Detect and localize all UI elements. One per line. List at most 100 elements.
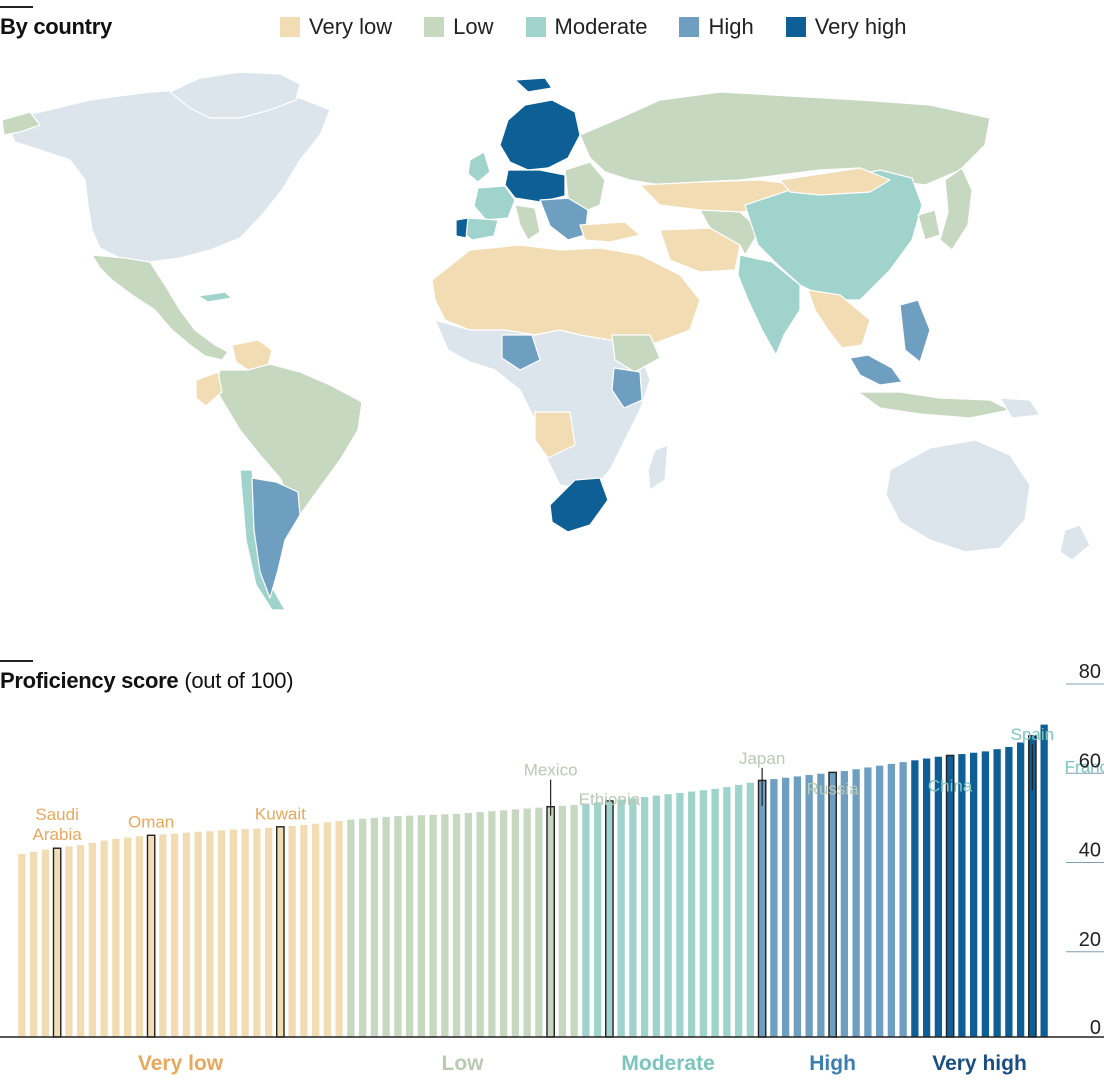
legend-label-very-low: Very low (309, 14, 393, 39)
y-tick-label: 60 (1079, 750, 1101, 772)
map-region-ethiopia (611, 334, 661, 373)
bar (969, 752, 978, 1037)
legend-item-very-low: Very low (280, 14, 392, 40)
bar-series (18, 724, 1048, 1038)
bar (323, 822, 332, 1037)
chart-title-main: Proficiency score (0, 668, 178, 693)
legend-label-low: Low (453, 14, 494, 39)
bar (253, 828, 261, 1037)
bar (746, 782, 755, 1037)
map-region-colombia (195, 371, 223, 407)
legend-item-high: High (679, 14, 754, 40)
bar (146, 834, 156, 1038)
bar (887, 763, 896, 1037)
bar (664, 794, 672, 1037)
bar (934, 756, 943, 1037)
bar (899, 762, 907, 1037)
map-region-nordics (499, 99, 581, 171)
map-region-pakistan-afghanistan (699, 209, 761, 256)
bar (441, 814, 449, 1037)
bar (311, 823, 320, 1037)
legend-swatch-very-low (280, 17, 300, 37)
bar (864, 767, 872, 1037)
annotation-label: Ethiopia (579, 790, 641, 809)
section-rule-top (0, 6, 33, 8)
annotation-label: Saudi (35, 805, 78, 824)
bar (229, 829, 238, 1037)
bar (535, 807, 543, 1037)
map-region-papua (999, 397, 1041, 419)
map-region-new-zealand (1059, 524, 1091, 561)
annotation-label: Spain (1011, 725, 1054, 744)
map-region-north-america (4, 87, 331, 263)
legend-item-moderate: Moderate (525, 14, 648, 40)
annotation-label: Mexico (524, 761, 578, 780)
bar (358, 818, 367, 1037)
bar (29, 851, 38, 1037)
y-tick-labels: 0 20 40 60 80 (1079, 661, 1101, 1039)
map-region-caribbean (197, 291, 233, 303)
map-region-russia (579, 91, 991, 186)
bar (840, 771, 849, 1037)
bar (993, 749, 1001, 1037)
y-tick-label: 20 (1079, 929, 1101, 951)
map-region-kenya (611, 367, 643, 409)
bar (41, 849, 50, 1037)
annotation-label: Russia (807, 779, 860, 798)
map-region-eastern-europe (564, 161, 606, 211)
map-region-uk (467, 151, 491, 183)
y-tick-label: 0 (1090, 1017, 1101, 1039)
legend-item-low: Low (424, 14, 494, 40)
map-region-southeast-asia (807, 289, 871, 349)
bar (757, 779, 767, 1038)
y-tick-label: 80 (1079, 661, 1101, 683)
bar (629, 798, 637, 1037)
y-tick-label: 40 (1079, 840, 1101, 862)
bar (159, 834, 167, 1037)
bar (488, 811, 496, 1037)
bar (582, 803, 590, 1037)
bar (52, 847, 62, 1038)
bar (687, 791, 696, 1037)
bar (911, 760, 919, 1037)
bar (76, 845, 85, 1037)
band-label: Low (442, 1052, 485, 1075)
bar (347, 819, 355, 1037)
bar (922, 758, 931, 1037)
bar (170, 833, 179, 1037)
bar (300, 825, 308, 1037)
bar (981, 751, 990, 1037)
bar (605, 800, 614, 1038)
legend-swatch-high (679, 17, 700, 37)
map-region-mexico (91, 254, 229, 361)
bar (241, 829, 249, 1037)
bar (476, 812, 484, 1037)
map-region-turkey (579, 221, 641, 243)
legend-swatch-very-high (785, 17, 806, 37)
legend-swatch-low (424, 17, 445, 37)
band-label: Very high (932, 1052, 1027, 1075)
bar (182, 832, 191, 1037)
bar (264, 827, 273, 1037)
annotation-label: Oman (128, 812, 174, 831)
legend-label-very-high: Very high (814, 14, 907, 39)
legend-item-very-high: Very high (785, 14, 907, 40)
map-region-brazil (214, 363, 363, 516)
bar (429, 814, 437, 1037)
map-region-mongolia (779, 167, 891, 196)
map-region-greenland (169, 71, 301, 119)
legend-label-moderate: Moderate (554, 14, 648, 39)
bar (18, 854, 26, 1037)
proficiency-bar-chart: Proficiency score (out of 100) SaudiArabi… (0, 660, 1104, 1075)
band-label: Very low (138, 1052, 224, 1075)
bar (382, 817, 390, 1037)
bar (464, 812, 473, 1037)
bar (65, 846, 73, 1037)
bar (276, 826, 285, 1038)
bar (793, 776, 802, 1037)
map-region-south-africa (549, 477, 609, 533)
map-region-alaska-left (1, 111, 41, 136)
bar (523, 808, 531, 1037)
map-region-france (473, 185, 516, 221)
